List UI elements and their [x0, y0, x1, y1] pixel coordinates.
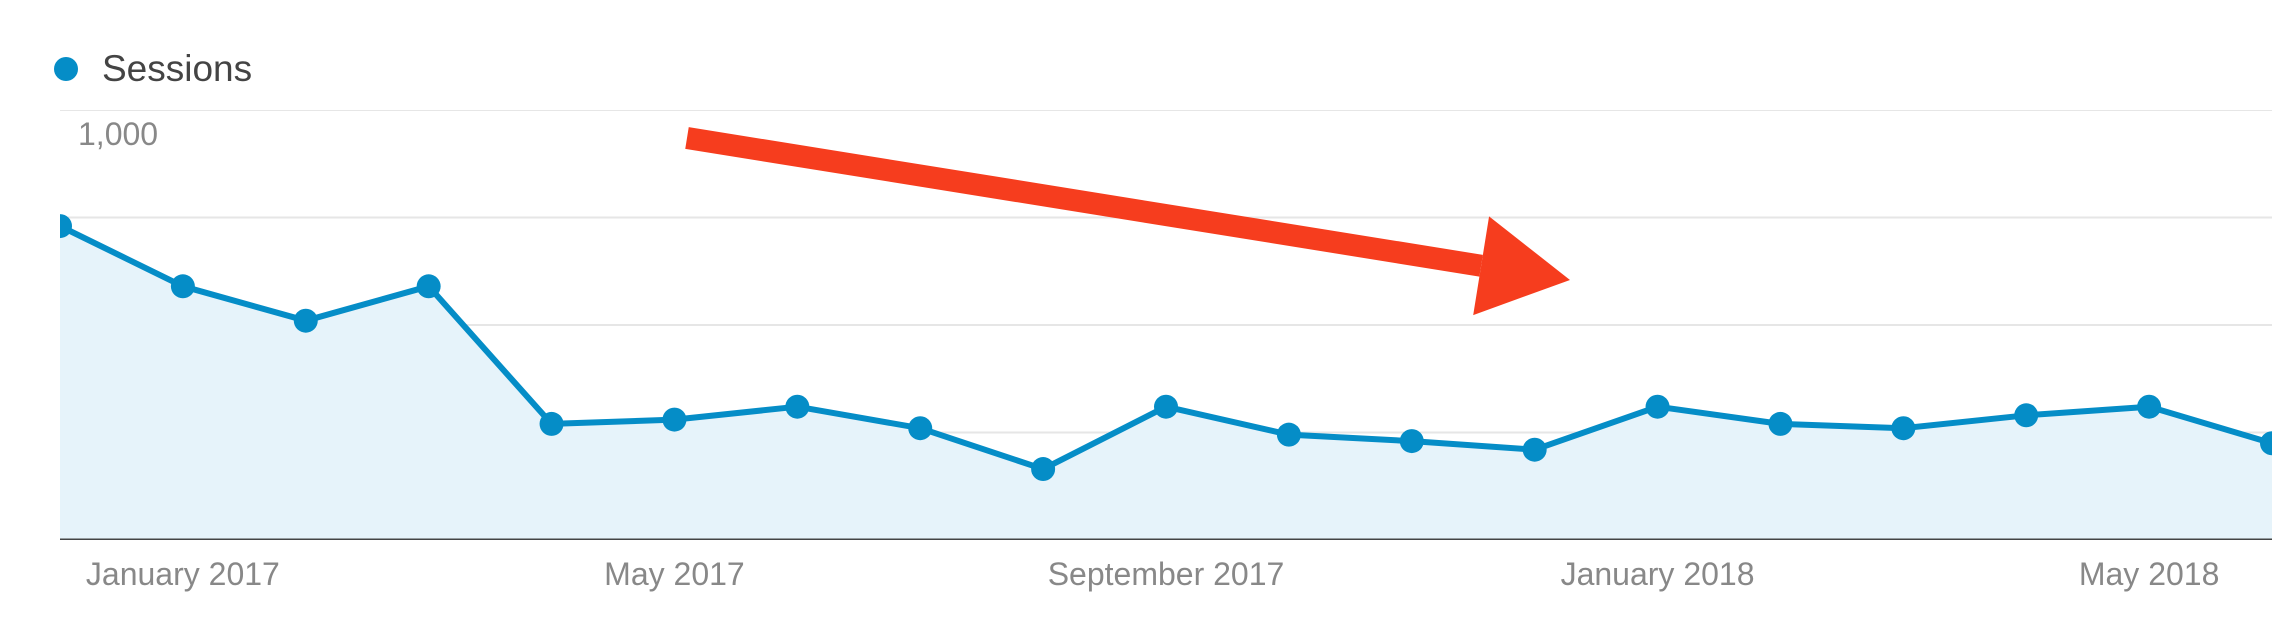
plot-area: [60, 110, 2272, 540]
x-tick-label: September 2017: [1048, 556, 1285, 593]
x-tick-label: May 2017: [604, 556, 745, 593]
legend-dot-icon: [54, 57, 78, 81]
legend: Sessions: [54, 48, 252, 90]
x-tick-label: January 2018: [1561, 556, 1755, 593]
chart-container: Sessions 5001,000 January 2017May 2017Se…: [0, 0, 2277, 622]
chart-svg: [60, 110, 2272, 540]
legend-label: Sessions: [102, 48, 252, 90]
x-tick-label: January 2017: [86, 556, 280, 593]
x-tick-label: May 2018: [2079, 556, 2220, 593]
